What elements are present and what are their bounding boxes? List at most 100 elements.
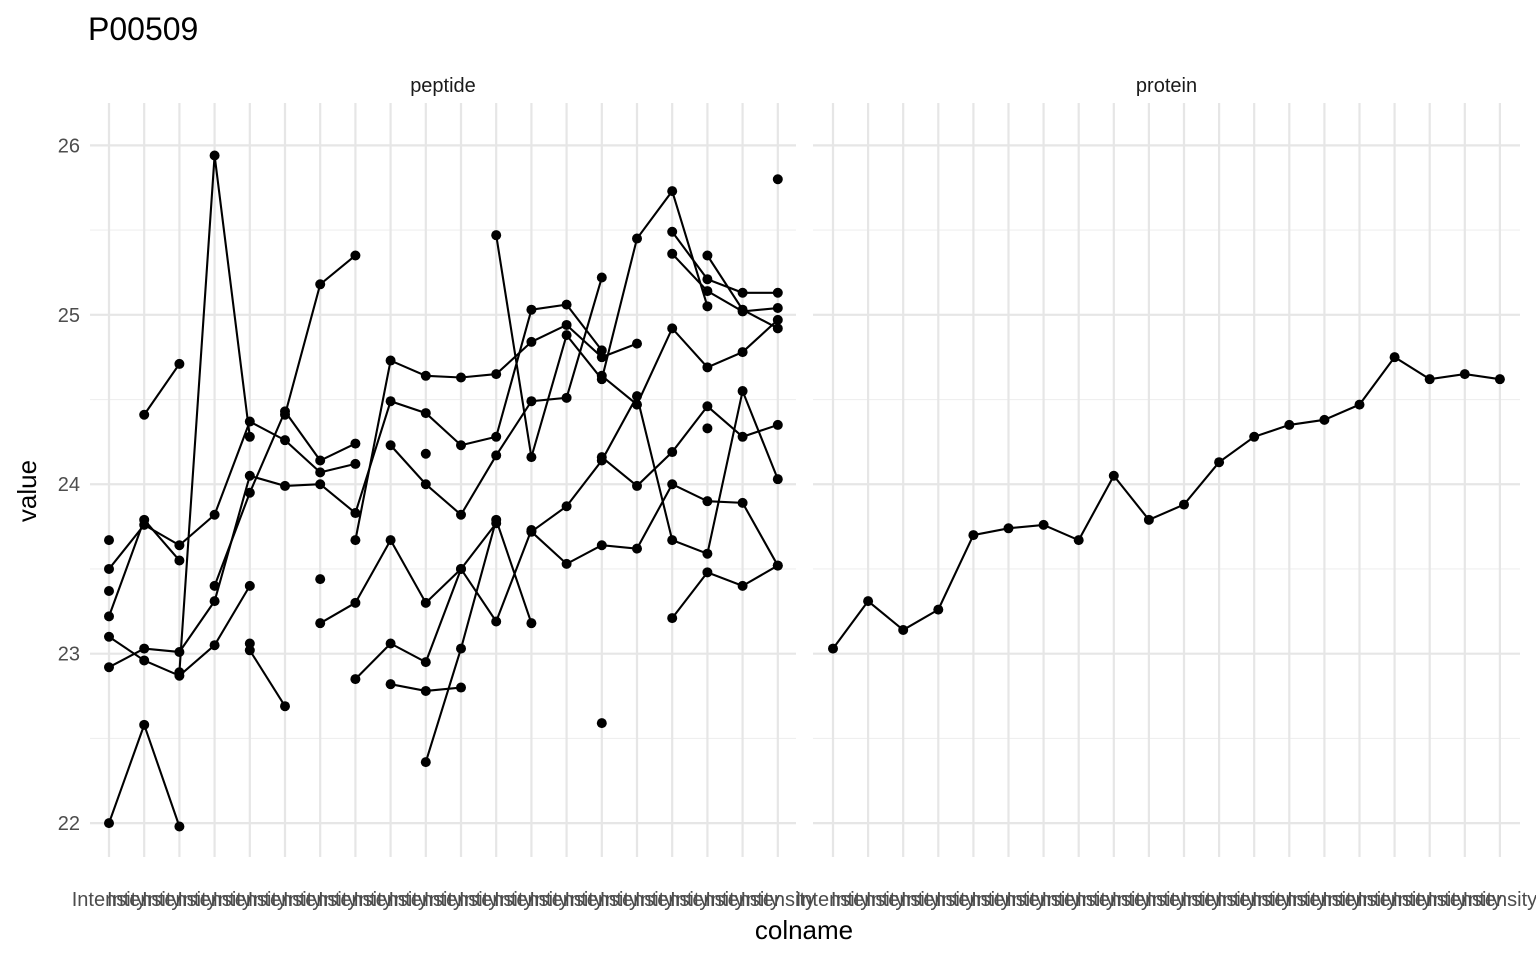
- data-point: [139, 719, 150, 730]
- data-point: [420, 408, 431, 419]
- x-axis-ticks: IntensityIntensityIntensityIntensityInte…: [796, 889, 1536, 911]
- data-point: [863, 596, 874, 607]
- data-point: [280, 480, 290, 491]
- data-point: [1108, 470, 1119, 481]
- data-point: [315, 467, 326, 478]
- data-point: [596, 718, 607, 729]
- facet-strip-label: peptide: [410, 75, 476, 97]
- data-point: [702, 496, 713, 507]
- data-point: [209, 580, 220, 591]
- data-point: [385, 396, 396, 407]
- data-point: [280, 701, 290, 712]
- series-line: [424, 516, 533, 763]
- series: [828, 352, 1505, 654]
- x-tick-label: Intensity: [1182, 889, 1256, 911]
- data-point: [350, 535, 361, 546]
- x-tick-label: Intensity: [318, 889, 392, 911]
- series: [526, 386, 783, 559]
- series: [420, 514, 537, 768]
- series: [104, 416, 361, 574]
- series-line: [530, 482, 779, 567]
- chart-title: P00509: [88, 11, 198, 47]
- data-point: [350, 508, 361, 519]
- data-point: [561, 319, 572, 330]
- data-point: [385, 679, 396, 690]
- data-point: [772, 323, 783, 334]
- data-point: [667, 186, 678, 197]
- x-tick-label: Intensity: [1357, 889, 1431, 911]
- data-point: [104, 585, 114, 596]
- data-point: [772, 474, 783, 485]
- x-tick-label: Intensity: [1041, 889, 1115, 911]
- x-tick-label: Intensity: [1077, 889, 1151, 911]
- data-point: [667, 613, 678, 624]
- series: [596, 314, 783, 410]
- grid: [90, 103, 796, 857]
- x-tick-label: Intensity: [353, 889, 427, 911]
- y-tick-label: 22: [58, 813, 80, 835]
- data-point: [1424, 374, 1435, 385]
- data-point: [596, 370, 607, 381]
- data-point: [420, 448, 431, 459]
- panel-peptide: peptideIntensityIntensityIntensityIntens…: [72, 75, 815, 911]
- data-point: [491, 431, 502, 442]
- series: [667, 560, 783, 624]
- x-tick-label: Intensity: [670, 889, 744, 911]
- data-point: [139, 643, 150, 654]
- x-tick-label: Intensity: [635, 889, 709, 911]
- data-point: [174, 358, 185, 369]
- x-tick-label: Intensity: [424, 889, 498, 911]
- data-point: [1073, 535, 1084, 546]
- data-point: [244, 431, 255, 442]
- data-point: [737, 580, 748, 591]
- data-point: [244, 470, 255, 481]
- series-line: [601, 404, 779, 488]
- x-tick-label: Intensity: [1463, 889, 1536, 911]
- data-point: [702, 423, 713, 434]
- grid: [813, 103, 1520, 857]
- data-point: [350, 597, 361, 608]
- data-point: [702, 362, 713, 373]
- data-point: [632, 543, 642, 554]
- data-point: [702, 401, 713, 412]
- x-tick-label: Intensity: [901, 889, 975, 911]
- x-axis-label: colname: [755, 915, 853, 945]
- data-point: [491, 450, 502, 461]
- data-point: [244, 487, 255, 498]
- data-point: [561, 558, 572, 569]
- data-point: [104, 535, 114, 546]
- series-line: [530, 387, 779, 556]
- data-point: [772, 560, 783, 571]
- x-tick-label: Intensity: [1006, 889, 1080, 911]
- x-tick-label: Intensity: [142, 889, 216, 911]
- x-tick-label: Intensity: [494, 889, 568, 911]
- data-point: [596, 540, 607, 551]
- data-point: [280, 409, 290, 420]
- data-point: [702, 286, 713, 297]
- data-point: [104, 818, 114, 829]
- series-line: [671, 564, 779, 619]
- x-tick-label: Intensity: [831, 889, 905, 911]
- y-tick-label: 25: [58, 305, 80, 327]
- data-point: [456, 509, 466, 520]
- data-point: [667, 323, 678, 334]
- data-point: [139, 519, 150, 530]
- data-point: [1389, 352, 1400, 363]
- x-tick-label: Intensity: [600, 889, 674, 911]
- data-point: [315, 479, 326, 490]
- data-point: [737, 497, 748, 508]
- y-axis-ticks: 22 23 24 25 26: [58, 135, 80, 835]
- data-point: [280, 435, 290, 446]
- x-tick-label: Intensity: [1217, 889, 1291, 911]
- data-point: [1249, 431, 1260, 442]
- y-tick-label: 23: [58, 644, 80, 666]
- facet-strip-label: protein: [1136, 75, 1197, 97]
- data-point: [174, 667, 185, 678]
- series: [280, 250, 361, 420]
- data-point: [561, 392, 572, 403]
- data-point: [1038, 519, 1049, 530]
- data-point: [702, 274, 713, 285]
- data-point: [350, 458, 361, 469]
- x-tick-label: Intensity: [565, 889, 639, 911]
- data-point: [968, 530, 979, 541]
